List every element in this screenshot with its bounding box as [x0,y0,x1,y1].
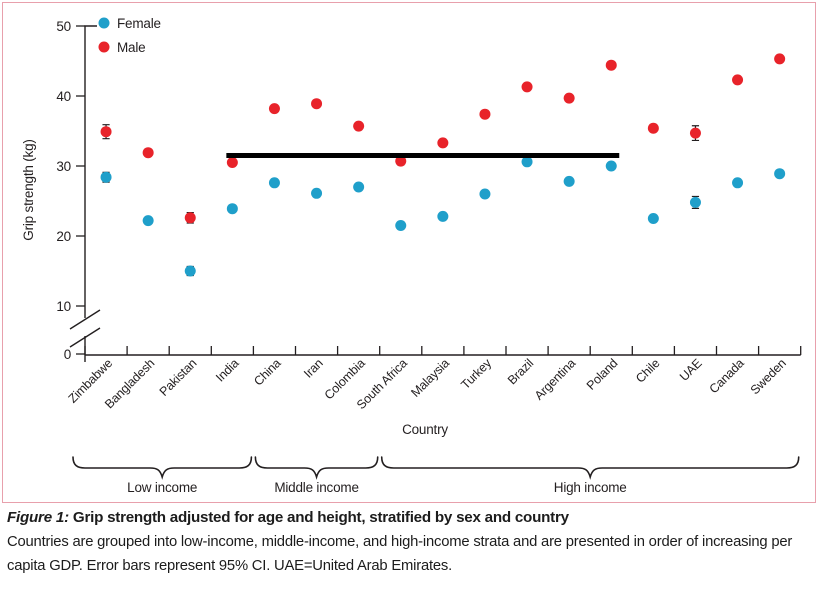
caption-body: Countries are grouped into low-income, m… [7,534,793,574]
point-male-india [226,157,238,168]
point-female-colombia [353,181,365,193]
point-female-brazil [521,156,533,168]
group-label-high-income: High income [554,480,627,495]
x-label-uae: UAE [677,356,705,384]
x-label-turkey: Turkey [458,356,494,392]
point-female-argentina [563,175,575,187]
legend-dot-female-icon [98,17,110,29]
y-tick-label-0: 0 [64,347,71,362]
legend-dot-male-icon [98,41,110,53]
x-label-poland: Poland [584,356,621,393]
point-female-poland [605,160,617,172]
y-tick-label-30: 30 [56,159,71,174]
point-male-poland [605,59,617,71]
group-label-middle-income: Middle income [274,480,358,495]
point-female-zimbabwe [100,171,112,183]
point-female-chile [647,213,659,224]
x-axis-title: Country [402,422,448,437]
point-male-sweden [774,53,786,65]
y-tick-label-10: 10 [56,299,71,314]
x-label-canada: Canada [707,356,747,396]
x-label-brazil: Brazil [505,356,536,387]
point-female-sweden [774,168,786,180]
y-tick-label-40: 40 [56,89,71,104]
point-male-argentina [563,92,575,104]
group-label-low-income: Low income [127,480,197,495]
point-male-pakistan [184,212,196,224]
y-axis-break-icon [69,309,101,348]
x-label-chile: Chile [633,356,663,386]
legend-label-female: Female [117,16,161,31]
point-male-malaysia [437,137,449,149]
figure-caption: Figure 1: Grip strength adjusted for age… [7,509,815,578]
y-axis-title: Grip strength (kg) [21,139,36,240]
point-female-south-africa [395,220,407,231]
x-label-argentina: Argentina [532,356,579,403]
caption-title: Grip strength adjusted for age and heigh… [72,509,569,526]
x-label-china: China [251,356,283,388]
brace-middle-income [254,456,379,480]
caption-title-line: Figure 1: Grip strength adjusted for age… [7,509,815,526]
point-male-turkey [479,108,491,120]
x-label-sweden: Sweden [748,356,789,397]
point-male-iran [311,98,323,110]
point-female-pakistan [184,265,196,277]
point-male-chile [647,122,659,134]
point-female-turkey [479,188,491,200]
point-male-brazil [521,81,533,93]
point-male-china [268,103,280,115]
x-label-pakistan: Pakistan [157,356,200,399]
point-female-uae [689,196,701,208]
brace-low-income [72,456,253,480]
point-female-india [226,203,238,215]
point-female-canada [732,177,744,189]
point-female-bangladesh [142,215,154,227]
point-female-china [268,177,280,189]
point-male-colombia [353,120,365,132]
x-label-india: India [213,356,242,385]
y-axis [84,25,97,362]
point-male-bangladesh [142,147,154,159]
point-male-south-africa [395,155,407,167]
point-female-iran [311,187,323,199]
point-female-malaysia [437,210,449,222]
figure-panel: 50 40 30 20 10 0 Grip strength (kg) Zimbabwe Ban… [2,2,816,503]
legend-label-male: Male [117,40,145,55]
x-label-malaysia: Malaysia [408,356,452,400]
caption-figure-label: Figure 1: [7,509,69,526]
brace-high-income [380,456,800,480]
x-label-iran: Iran [301,356,326,381]
point-male-zimbabwe [100,126,112,138]
point-male-canada [732,74,744,86]
point-male-uae [689,127,701,139]
y-tick-label-20: 20 [56,229,71,244]
y-tick-label-50: 50 [56,19,71,34]
